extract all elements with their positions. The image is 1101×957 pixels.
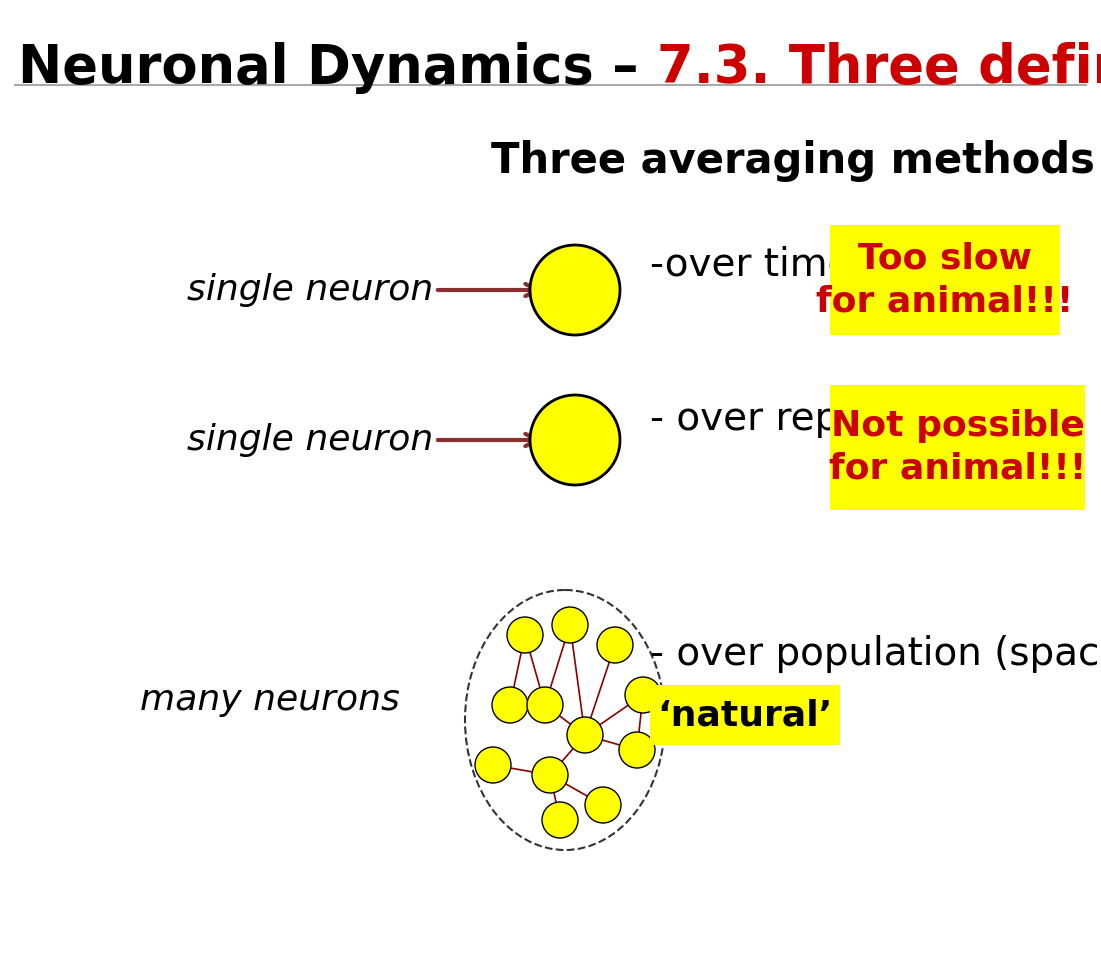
Circle shape <box>532 757 568 793</box>
Text: many neurons: many neurons <box>140 683 400 717</box>
Text: Neuronal Dynamics –: Neuronal Dynamics – <box>18 42 657 94</box>
Text: Three averaging methods: Three averaging methods <box>491 140 1094 182</box>
Circle shape <box>527 687 563 723</box>
Circle shape <box>475 747 511 783</box>
Text: single neuron: single neuron <box>187 423 433 457</box>
Ellipse shape <box>465 590 665 850</box>
Circle shape <box>530 395 620 485</box>
Text: Not possible
for animal!!!: Not possible for animal!!! <box>829 410 1087 485</box>
Circle shape <box>530 245 620 335</box>
Circle shape <box>552 607 588 643</box>
Circle shape <box>625 677 661 713</box>
Circle shape <box>542 802 578 838</box>
Text: - over repetitions: - over repetitions <box>650 400 983 438</box>
Text: 7.3. Three definitions of Rate codes: 7.3. Three definitions of Rate codes <box>657 42 1101 94</box>
Text: ‘natural’: ‘natural’ <box>657 698 832 732</box>
Circle shape <box>492 687 528 723</box>
FancyBboxPatch shape <box>650 685 840 745</box>
Circle shape <box>585 787 621 823</box>
Text: single neuron: single neuron <box>187 273 433 307</box>
Circle shape <box>619 732 655 768</box>
FancyBboxPatch shape <box>830 225 1060 335</box>
FancyBboxPatch shape <box>830 385 1084 510</box>
Circle shape <box>567 717 603 753</box>
Text: - over population (space): - over population (space) <box>650 635 1101 673</box>
Circle shape <box>597 627 633 663</box>
Text: Too slow
for animal!!!: Too slow for animal!!! <box>816 242 1073 318</box>
Text: -over time: -over time <box>650 245 851 283</box>
Circle shape <box>506 617 543 653</box>
